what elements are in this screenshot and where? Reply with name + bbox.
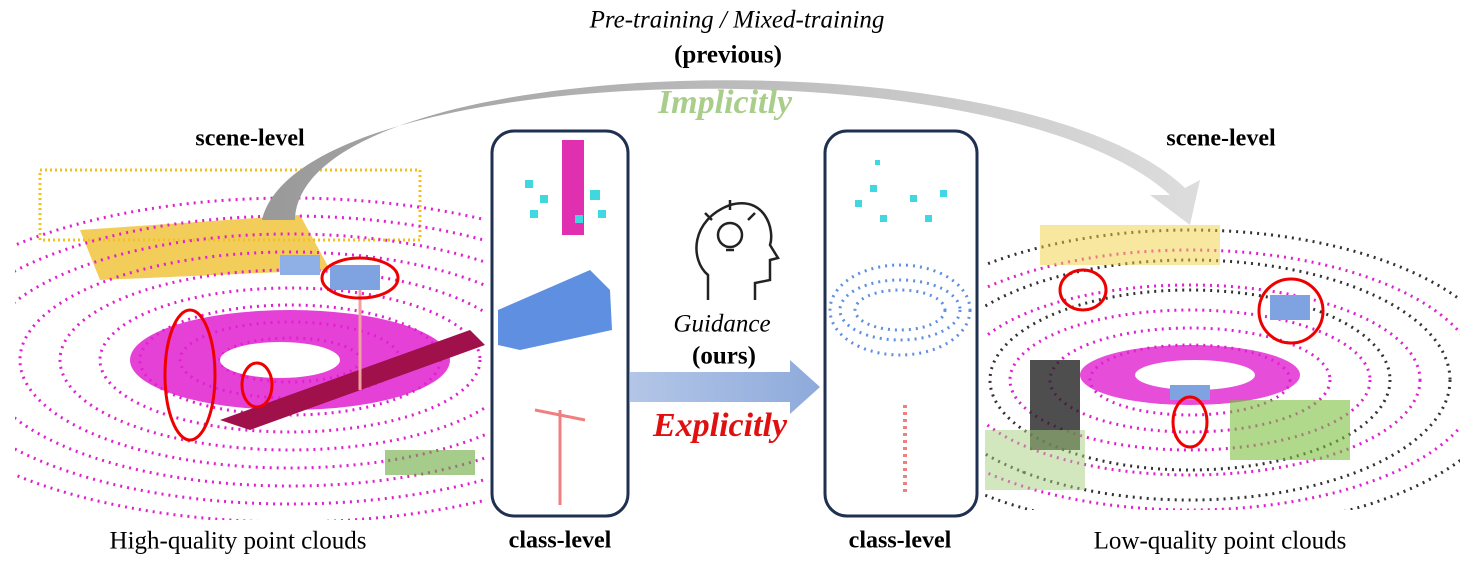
caption: Low-quality point clouds: [1094, 528, 1347, 555]
implicit-label: Implicitly: [657, 84, 793, 121]
highlight-circles: [1058, 268, 1325, 449]
top-subtitle: (previous): [674, 42, 782, 69]
class-label: class-level: [849, 528, 952, 554]
low-quality-cloud: [985, 225, 1460, 510]
high-quality-cloud: [15, 168, 485, 520]
class-label: class-level: [509, 528, 612, 554]
explicit-label: Explicitly: [652, 407, 788, 444]
scene-label: scene-level: [195, 126, 305, 152]
highlight-circles: [163, 256, 400, 442]
class-box: [823, 129, 979, 518]
guidance-label: Guidance: [673, 311, 770, 338]
explicit-arrow: [630, 360, 820, 414]
caption: High-quality point clouds: [110, 528, 367, 555]
guidance-icon: [695, 200, 780, 300]
class-samples-left: [498, 140, 612, 505]
scene-label: scene-level: [1166, 126, 1276, 152]
class-samples-right: [828, 160, 972, 495]
top-title: Pre-training / Mixed-training: [589, 7, 885, 34]
ours-label: (ours): [692, 343, 756, 370]
